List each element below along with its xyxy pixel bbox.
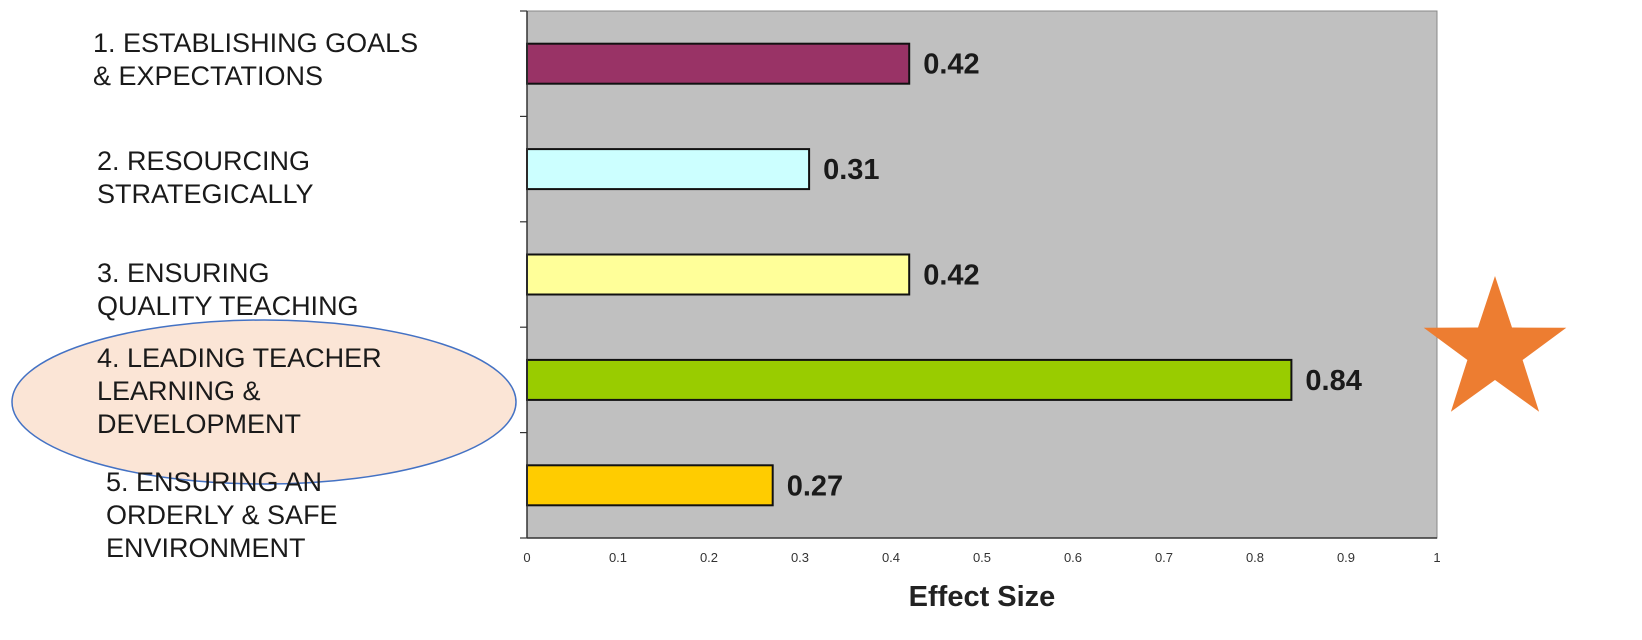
value-label-3: 0.42 [923,260,979,292]
x-tick-label-1: 0.1 [609,550,627,565]
x-tick-label-8: 0.8 [1246,550,1264,565]
x-tick-label-4: 0.4 [882,550,900,565]
star-icon [1423,276,1567,412]
category-label-1-line-2: & EXPECTATIONS [93,61,323,91]
x-tick-label-0: 0 [523,550,530,565]
value-labels-group: 0.42 0.31 0.42 0.84 0.27 [787,49,1362,503]
bar-2 [526,148,811,191]
x-tick-label-7: 0.7 [1155,550,1173,565]
x-tick-label-6: 0.6 [1064,550,1082,565]
x-axis: 0 0.1 0.2 0.3 0.4 0.5 0.6 0.7 0.8 0.9 1 [520,10,1441,565]
x-tick-label-3: 0.3 [791,550,809,565]
value-label-1: 0.42 [923,49,979,81]
category-label-2-line-2: STRATEGICALLY [97,179,314,209]
category-label-4-line-3: DEVELOPMENT [97,409,301,439]
bar-5 [526,464,774,507]
category-label-5-line-3: ENVIRONMENT [106,533,306,563]
highlight-ellipse [11,319,517,485]
bar-1 [526,42,911,85]
category-label-4-line-2: LEARNING & [97,376,261,406]
category-label-3-line-2: QUALITY TEACHING [97,291,359,321]
x-tick-label-2: 0.2 [700,550,718,565]
x-axis-title: Effect Size [909,581,1056,613]
category-label-2-line-1: 2. RESOURCING [97,146,310,176]
value-label-5: 0.27 [787,470,843,502]
category-labels-group: 1. ESTABLISHING GOALS& EXPECTATIONS 2. RE… [93,28,418,563]
x-tick-label-9: 0.9 [1337,550,1355,565]
x-tick-label-5: 0.5 [973,550,991,565]
bar-4 [526,358,1293,401]
value-label-4: 0.84 [1305,365,1361,397]
value-label-2: 0.31 [823,154,879,186]
category-label-3-line-1: 3. ENSURING [97,258,270,288]
category-label-5-line-2: ORDERLY & SAFE [106,500,338,530]
category-label-4-line-1: 4. LEADING TEACHER [97,343,382,373]
bars-group [526,42,1293,507]
bar-3 [526,253,911,296]
category-label-5-line-1: 5. ENSURING AN [106,467,322,497]
category-label-1-line-1: 1. ESTABLISHING GOALS [93,28,418,58]
x-tick-label-10: 1 [1433,550,1440,565]
